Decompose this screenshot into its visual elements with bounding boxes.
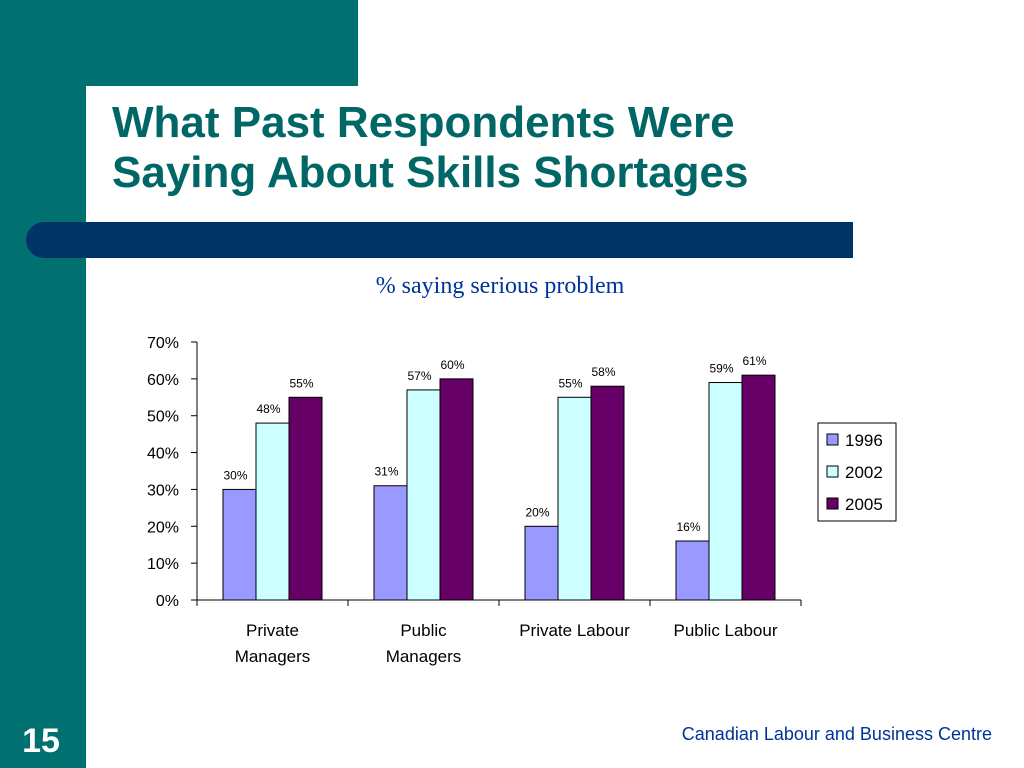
y-tick-label: 0% <box>156 593 179 610</box>
x-category-label: Public Labour <box>674 621 778 640</box>
data-label: 31% <box>374 465 398 479</box>
data-label: 55% <box>558 376 582 390</box>
slide-title-line-2: Saying About Skills Shortages <box>112 148 749 197</box>
y-tick-label: 60% <box>147 372 179 389</box>
legend-swatch-1996 <box>826 433 839 446</box>
y-tick-label: 20% <box>147 519 179 536</box>
footer-organization: Canadian Labour and Business Centre <box>681 724 992 744</box>
bar-2005 <box>590 385 625 601</box>
data-label: 20% <box>525 505 549 519</box>
x-category-label: Private <box>246 621 299 640</box>
bar-2005 <box>439 378 474 601</box>
legend-label: 2005 <box>845 495 883 514</box>
bar-1996 <box>675 540 710 601</box>
data-label: 55% <box>289 376 313 390</box>
bar-1996 <box>222 488 257 601</box>
legend-label: 2002 <box>845 463 883 482</box>
data-label: 60% <box>440 358 464 372</box>
data-label: 48% <box>256 402 280 416</box>
chart-subtitle: % saying serious problem <box>0 273 1024 300</box>
legend-swatch-2005 <box>826 497 839 510</box>
left-brand-band <box>0 0 86 768</box>
bar-2002 <box>708 382 743 601</box>
bar-1996 <box>373 485 408 601</box>
y-tick-label: 30% <box>147 482 179 499</box>
slide-title: What Past Respondents Were Saying About … <box>112 98 992 198</box>
y-tick-label: 10% <box>147 556 179 573</box>
data-label: 58% <box>591 365 615 379</box>
bar-2002 <box>406 389 441 601</box>
y-tick-label: 70% <box>147 335 179 352</box>
bar-2005 <box>288 396 323 601</box>
x-category-label: Managers <box>235 647 311 666</box>
data-label: 30% <box>223 468 247 482</box>
slide-number: 15 <box>22 722 60 760</box>
x-category-label: Public <box>400 621 447 640</box>
title-divider-bar <box>26 222 853 258</box>
legend-label: 1996 <box>845 431 883 450</box>
x-category-label: Private Labour <box>519 621 630 640</box>
bar-2005 <box>741 374 776 601</box>
y-tick-label: 40% <box>147 446 179 463</box>
bar-2002 <box>255 422 290 601</box>
data-label: 59% <box>709 362 733 376</box>
data-label: 57% <box>407 369 431 383</box>
data-label: 61% <box>742 354 766 368</box>
chart-subtitle-text: % saying serious problem <box>375 273 625 299</box>
data-label: 16% <box>676 520 700 534</box>
bar-2002 <box>557 396 592 601</box>
bar-1996 <box>524 525 559 601</box>
slide-title-line-1: What Past Respondents Were <box>112 98 735 147</box>
x-category-label: Managers <box>386 647 462 666</box>
top-brand-band <box>0 0 358 86</box>
y-tick-label: 50% <box>147 409 179 426</box>
legend-swatch-2002 <box>826 465 839 478</box>
